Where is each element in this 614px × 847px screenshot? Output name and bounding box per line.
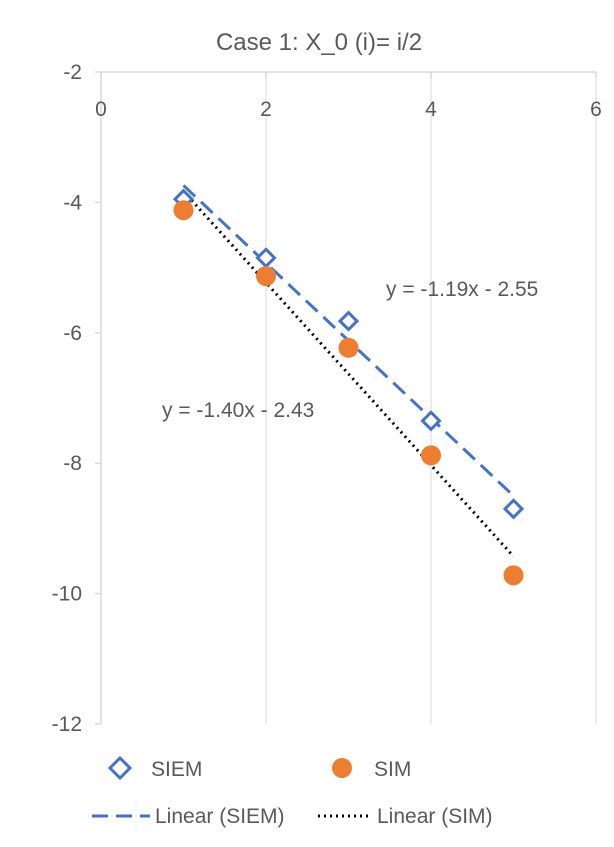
y-tick-label--10: -10 bbox=[52, 583, 82, 606]
point-sim-2 bbox=[256, 266, 276, 287]
y-tick-label--12: -12 bbox=[52, 713, 82, 736]
point-sim-1 bbox=[173, 200, 194, 221]
trendline-equation-sim: y = -1.40x - 2.43 bbox=[162, 399, 314, 422]
y-tick-label--6: -6 bbox=[63, 322, 82, 345]
point-sim-5 bbox=[503, 565, 524, 586]
data-points bbox=[172, 188, 525, 586]
x-tick-label-2: 2 bbox=[260, 98, 272, 121]
point-sim-4 bbox=[421, 445, 441, 466]
legend-label-sim: SIM bbox=[374, 758, 411, 781]
x-tick-label-6: 6 bbox=[590, 98, 602, 121]
point-sim-3 bbox=[338, 337, 359, 358]
legend-label-linear-sim: Linear (SIM) bbox=[377, 805, 493, 828]
y-tick-label--4: -4 bbox=[63, 191, 82, 214]
grid-lines bbox=[265, 72, 597, 724]
trendlines bbox=[182, 184, 515, 558]
point-siem-3 bbox=[337, 310, 360, 332]
x-tick-label-0: 0 bbox=[95, 98, 107, 121]
trendline-equation-siem: y = -1.19x - 2.55 bbox=[386, 278, 538, 301]
x-tick-label-4: 4 bbox=[425, 98, 437, 121]
y-tick-label--2: -2 bbox=[63, 61, 82, 84]
point-siem-4 bbox=[420, 410, 442, 432]
legend-label-siem: SIEM bbox=[151, 758, 202, 781]
legend-label-linear-siem: Linear (SIEM) bbox=[155, 805, 285, 828]
axes: -2 -4 -6 -8 -10 -12 0 2 4 6 bbox=[52, 61, 602, 736]
chart-title: Case 1: X_0 (i)= i/2 bbox=[216, 29, 422, 56]
trendline-sim bbox=[182, 190, 515, 558]
legend: SIEM SIM Linear (SIEM) Linear (SIM) bbox=[92, 755, 493, 828]
legend-marker-sim bbox=[332, 758, 352, 778]
legend-marker-siem bbox=[107, 755, 133, 781]
point-siem-5 bbox=[502, 498, 525, 520]
point-siem-2 bbox=[255, 247, 277, 269]
y-tick-label--8: -8 bbox=[63, 452, 82, 475]
